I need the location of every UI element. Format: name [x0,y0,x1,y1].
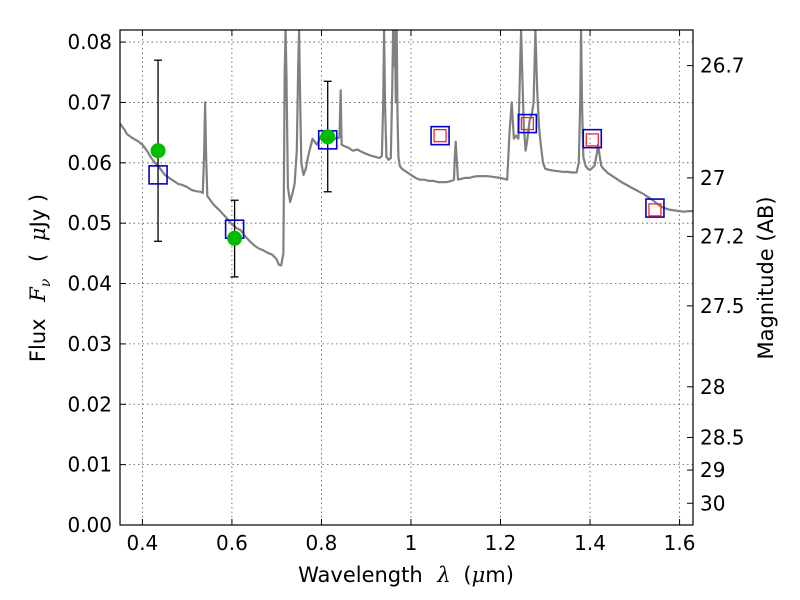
x-axis-label-paren: ( [463,563,471,587]
y2-tick-label: 27 [700,166,725,190]
y-tick-label: 0.04 [67,272,112,296]
y-tick-label: 0.02 [67,392,112,416]
model-photometry-square [582,128,603,149]
x-tick-label: 0.6 [216,531,248,555]
y-tick-label: 0.05 [67,211,112,235]
axis-ticks: 0.4 0.6 0.8 1 1.2 1.4 1.6 0.00 0.01 0.02 0.03 0.04 0… [67,30,745,555]
y2-tick-label: 28.5 [700,425,745,449]
model-photometry-inner-square [648,203,662,217]
model-photometry-square [148,165,168,185]
x-tick-label: 1.6 [664,531,696,555]
plot-area [120,30,693,278]
model-photometry-inner-square [433,128,447,143]
x-tick-label: 1.4 [574,531,606,555]
grid [120,30,693,526]
y2-tick-label: 26.7 [700,54,745,78]
y-tick-label: 0.00 [67,513,112,537]
y-tick-label: 0.06 [67,151,112,175]
model-photometry-square [430,125,450,146]
x-axis-label-symbol: λ [436,563,450,587]
model-spectrum-line [120,30,693,267]
y-axis-label: Flux Fν ( μJy ) [26,194,55,362]
y-axis-label-mu: μ [26,227,50,241]
observed-flux-point [320,129,336,145]
y2-tick-label: 27.5 [700,294,745,318]
y-tick-label: 0.03 [67,332,112,356]
x-axis-label-text: Wavelength [298,563,423,587]
model-photometry-inner-square [585,133,599,147]
y-axis-label-subscript: ν [38,278,54,287]
y2-tick-label: 30 [700,491,725,515]
model-photometry-square [645,198,665,218]
y-axis-label-unit: Jy ) [26,194,50,230]
y-tick-label: 0.08 [67,30,112,54]
y2-axis-label: Magnitude (AB) [754,196,778,359]
y2-tick-label: 28 [700,375,725,399]
model-photometry-square [517,113,538,134]
x-tick-label: 1 [405,531,418,555]
x-axis-label-mu: μ [472,563,486,587]
observed-flux-point [227,230,243,246]
y-axis-label-text: Flux [26,318,50,362]
x-axis-label-unit: m) [485,563,514,587]
x-tick-label: 1.2 [485,531,517,555]
x-tick-label: 0.8 [306,531,338,555]
x-axis-label: Wavelength λ (μm) [298,563,514,587]
y-axis-label-paren: ( [26,254,50,262]
y-tick-label: 0.07 [67,90,112,114]
plot-frame [119,29,694,526]
observed-flux-point [150,143,166,159]
x-tick-label: 0.4 [126,531,158,555]
y2-tick-label: 27.2 [700,224,745,248]
model-photometry-inner-square [520,116,535,131]
y-tick-label: 0.01 [67,453,112,477]
y2-tick-label: 29 [700,458,725,482]
y-axis-label-symbol: F [26,286,50,303]
